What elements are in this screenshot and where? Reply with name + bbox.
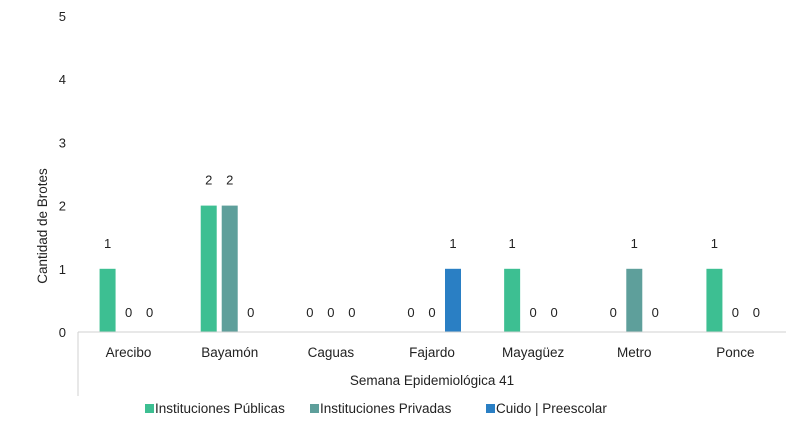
y-axis-ticks: 0 1 2 3 4 5 (59, 9, 66, 340)
data-label: 0 (247, 305, 254, 320)
y-tick-label: 4 (59, 72, 66, 87)
y-tick-label: 1 (59, 262, 66, 277)
data-label: 0 (146, 305, 153, 320)
data-label: 1 (104, 236, 111, 251)
data-label: 1 (631, 236, 638, 251)
legend-label: Instituciones Privadas (320, 401, 452, 416)
data-label: 0 (753, 305, 760, 320)
data-label: 2 (226, 173, 233, 188)
data-label: 0 (348, 305, 355, 320)
bar (99, 268, 116, 332)
bars (99, 205, 723, 332)
bar (626, 268, 643, 332)
bar (706, 268, 723, 332)
data-label: 1 (711, 236, 718, 251)
data-label: 1 (449, 236, 456, 251)
y-tick-label: 0 (59, 325, 66, 340)
legend-swatch (310, 404, 319, 413)
data-label: 0 (306, 305, 313, 320)
bar (445, 268, 461, 332)
legend-swatch (486, 404, 495, 413)
x-category-label: Bayamón (201, 345, 258, 360)
x-category-label: Ponce (716, 345, 754, 360)
data-label: 0 (652, 305, 659, 320)
x-category-label: Arecibo (106, 345, 152, 360)
bar (504, 268, 521, 332)
data-label: 0 (610, 305, 617, 320)
data-label: 0 (407, 305, 414, 320)
legend-swatch (145, 404, 154, 413)
bar (200, 205, 217, 332)
bar (221, 205, 238, 332)
legend-label: Instituciones Públicas (155, 401, 285, 416)
legend: Instituciones Públicas Instituciones Priv… (145, 401, 607, 416)
y-tick-label: 5 (59, 9, 66, 24)
data-label: 0 (530, 305, 537, 320)
data-label: 0 (732, 305, 739, 320)
data-label: 1 (509, 236, 516, 251)
data-label: 0 (428, 305, 435, 320)
data-label: 0 (551, 305, 558, 320)
legend-label: Cuido | Preescolar (496, 401, 607, 416)
y-tick-label: 2 (59, 199, 66, 214)
y-axis-title: Cantidad de Brotes (35, 168, 50, 284)
x-category-label: Metro (617, 345, 652, 360)
x-category-label: Mayagüez (502, 345, 565, 360)
data-label: 0 (327, 305, 334, 320)
x-axis-categories: Arecibo Bayamón Caguas Fajardo Mayagüez Metro… (106, 345, 755, 360)
data-label: 2 (205, 173, 212, 188)
x-category-label: Caguas (308, 345, 355, 360)
data-label: 0 (125, 305, 132, 320)
x-axis-title: Semana Epidemiológica 41 (350, 373, 514, 388)
x-category-label: Fajardo (409, 345, 455, 360)
y-tick-label: 3 (59, 135, 66, 150)
